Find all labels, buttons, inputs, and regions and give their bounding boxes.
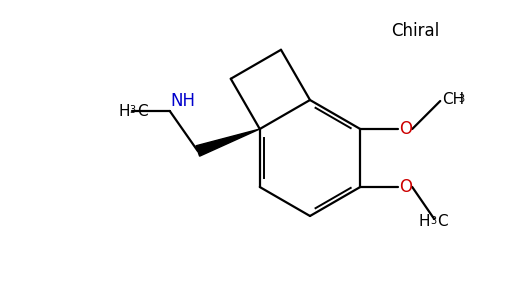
Text: 3: 3 [430, 216, 436, 226]
Text: O: O [399, 178, 412, 196]
Text: CH: CH [442, 93, 464, 107]
Text: NH: NH [171, 92, 196, 110]
Polygon shape [196, 129, 260, 156]
Text: 3: 3 [458, 94, 464, 104]
Text: H: H [118, 104, 130, 119]
Text: 3: 3 [130, 105, 136, 115]
Text: O: O [399, 120, 412, 138]
Text: C: C [137, 104, 147, 119]
Text: Chiral: Chiral [391, 22, 439, 40]
Text: H: H [419, 214, 430, 230]
Text: C: C [437, 214, 448, 230]
